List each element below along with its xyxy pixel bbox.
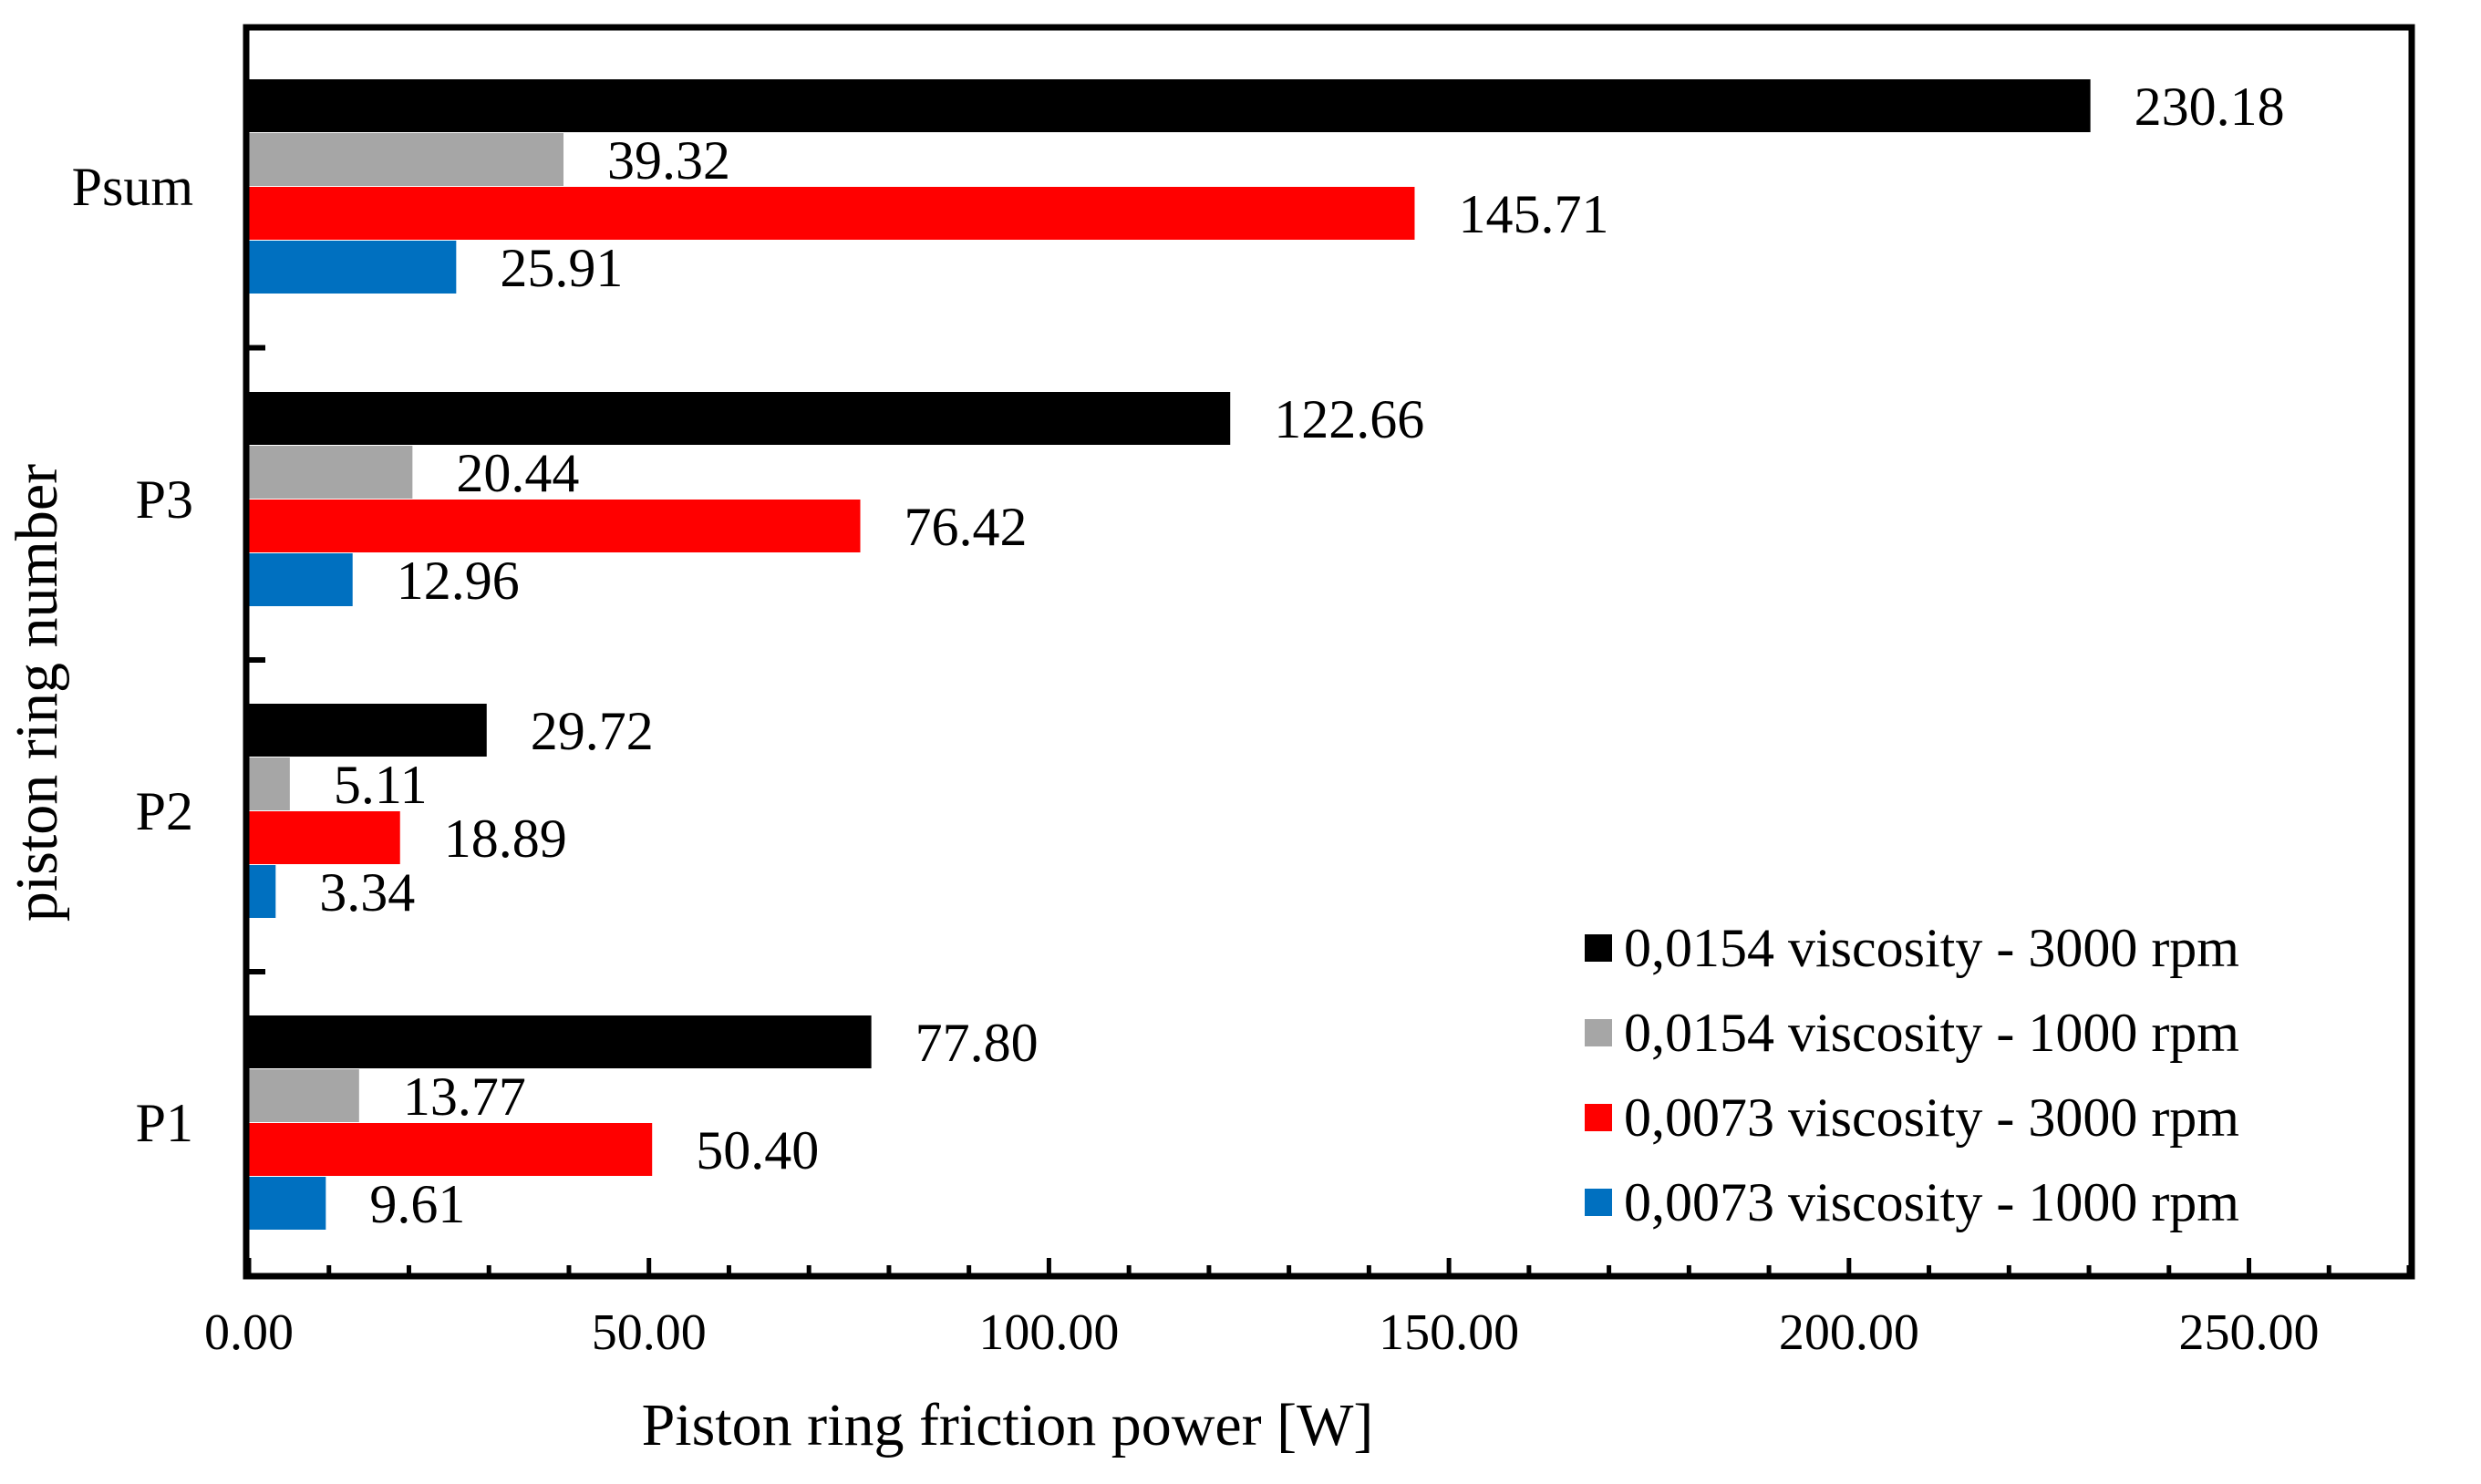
x-tick-label: 200.00 [1779, 1304, 1919, 1361]
bar-p1-series-3 [249, 1123, 653, 1176]
data-label-p1-series-4: 9.61 [369, 1174, 465, 1234]
legend-swatch-series-3 [1585, 1104, 1612, 1131]
bar-p2-series-4 [249, 865, 276, 918]
legend-swatch-series-2 [1585, 1019, 1612, 1046]
data-label-p2-series-1: 29.72 [531, 701, 654, 761]
legend-label-series-4: 0,0073 viscosity - 1000 rpm [1624, 1172, 2239, 1232]
x-tick-label: 100.00 [978, 1304, 1119, 1361]
data-label-p1-series-1: 77.80 [915, 1013, 1039, 1073]
data-label-p2-series-2: 5.11 [334, 755, 428, 815]
data-label-psum-series-3: 145.71 [1458, 184, 1608, 244]
legend-label-series-1: 0,0154 viscosity - 3000 rpm [1624, 918, 2239, 978]
bar-p2-series-1 [249, 704, 487, 757]
bar-p1-series-1 [249, 1015, 872, 1068]
category-label-p2: P2 [136, 781, 193, 841]
bar-psum-series-3 [249, 187, 1415, 240]
data-label-p3-series-3: 76.42 [905, 497, 1028, 557]
bar-p2-series-2 [249, 757, 290, 810]
bar-psum-series-1 [249, 79, 2091, 132]
bar-p3-series-4 [249, 553, 353, 606]
bar-psum-series-2 [249, 133, 563, 186]
data-label-psum-series-1: 230.18 [2135, 77, 2285, 137]
data-label-psum-series-2: 39.32 [607, 130, 730, 191]
bar-p1-series-2 [249, 1069, 359, 1122]
bar-p3-series-2 [249, 446, 413, 499]
x-tick-label: 50.00 [592, 1304, 707, 1361]
data-label-p3-series-2: 20.44 [456, 443, 579, 503]
y-axis-title: piston ring number [4, 464, 70, 922]
data-label-p1-series-3: 50.40 [696, 1120, 819, 1180]
category-label-p3: P3 [136, 469, 193, 530]
data-label-p2-series-4: 3.34 [319, 862, 415, 922]
data-label-p1-series-2: 13.77 [403, 1067, 526, 1127]
category-label-p1: P1 [136, 1093, 193, 1153]
bar-p3-series-1 [249, 392, 1231, 445]
data-label-p3-series-4: 12.96 [397, 551, 520, 611]
x-tick-label: 0.00 [204, 1304, 294, 1361]
data-label-p3-series-1: 122.66 [1274, 389, 1424, 449]
x-tick-label: 250.00 [2179, 1304, 2320, 1361]
legend-swatch-series-4 [1585, 1189, 1612, 1216]
x-axis-title: Piston ring friction power [W] [642, 1392, 1374, 1458]
legend-label-series-3: 0,0073 viscosity - 3000 rpm [1624, 1087, 2239, 1148]
data-label-p2-series-3: 18.89 [444, 809, 567, 869]
plot-frame [243, 24, 2415, 1280]
bar-p3-series-3 [249, 500, 861, 552]
bar-psum-series-4 [249, 241, 457, 294]
bar-p1-series-4 [249, 1177, 326, 1230]
category-label-psum: Psum [72, 157, 193, 217]
legend: 0,0154 viscosity - 3000 rpm 0,0154 viscos… [1585, 918, 2239, 1232]
data-label-psum-series-4: 25.91 [500, 238, 623, 298]
bar-p2-series-3 [249, 811, 400, 864]
x-tick-label: 150.00 [1379, 1304, 1519, 1361]
legend-label-series-2: 0,0154 viscosity - 1000 rpm [1624, 1003, 2239, 1063]
legend-swatch-series-1 [1585, 934, 1612, 962]
